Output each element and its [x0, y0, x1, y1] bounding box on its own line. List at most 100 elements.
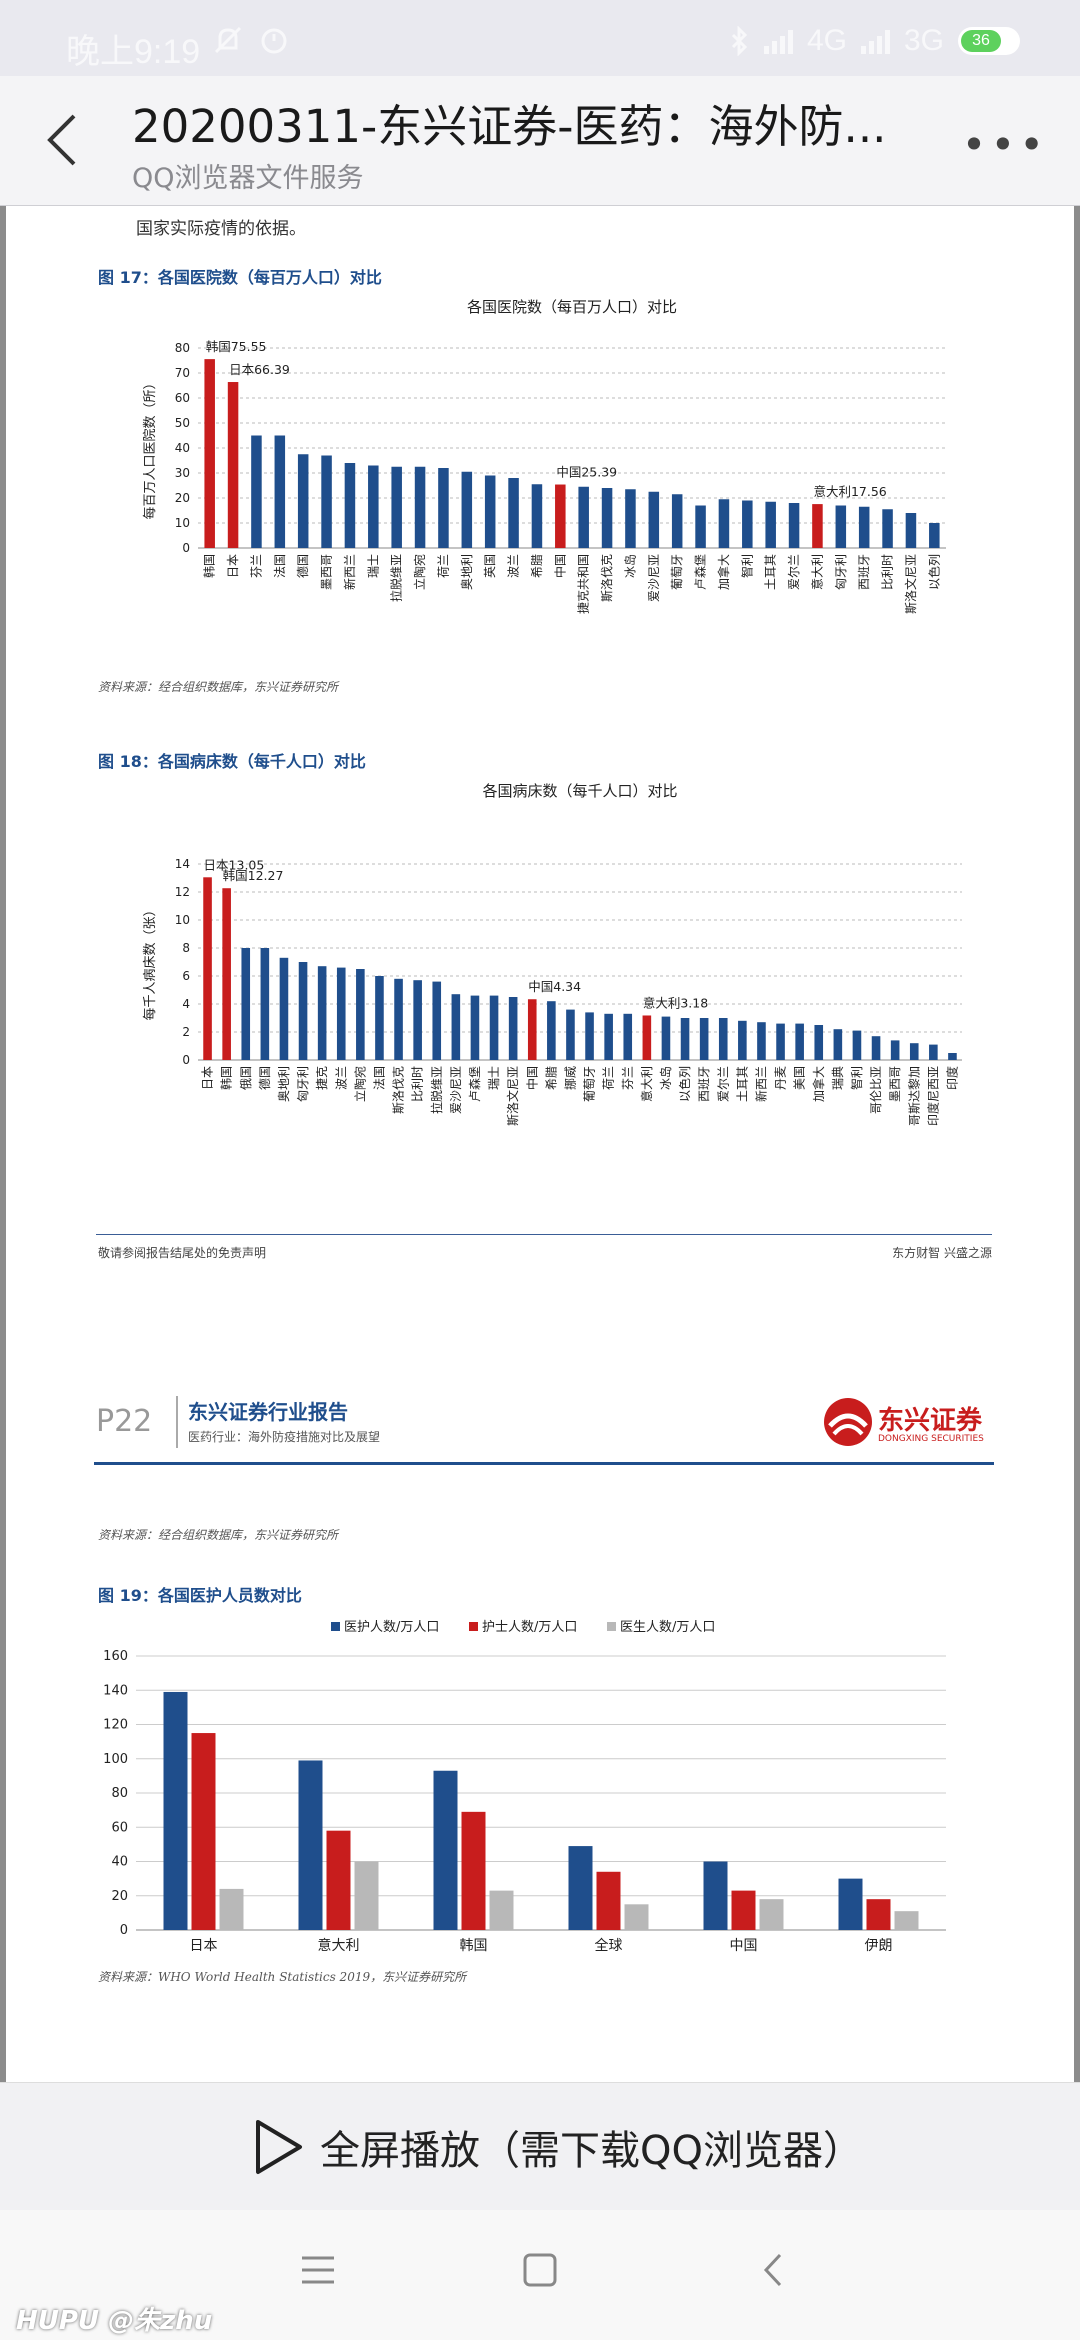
footer-disclaimer: 敬请参阅报告结尾处的免责声明 [98, 1246, 267, 1260]
y-tick-label: 0 [120, 1923, 128, 1938]
bar [566, 1009, 575, 1060]
bar [929, 1044, 938, 1060]
bar [344, 463, 356, 548]
bar [757, 1022, 766, 1060]
x-tick-label: 丹麦 [774, 1066, 788, 1090]
bar [274, 435, 286, 548]
x-tick-label: 冰岛 [622, 554, 637, 578]
y-tick-label: 50 [175, 416, 190, 430]
data-label: 中国25.39 [556, 465, 617, 480]
menu-icon [302, 2256, 334, 2284]
x-tick-label: 加拿大 [716, 554, 731, 590]
y-tick-label: 14 [175, 857, 190, 871]
document-viewer[interactable]: 国家实际疫情的依据。 图 17：各国医院数（每百万人口）对比 各国医院数（每百万… [0, 206, 1080, 2082]
page-number: P22 [96, 1404, 153, 1439]
document-page: P22 东兴证券行业报告 医药行业：海外防疫措施对比及展望 东兴证券 DONGX… [6, 1316, 1074, 2082]
watermark: HUPU @朱zhu [16, 2306, 213, 2336]
bar [623, 1013, 633, 1060]
bar [695, 505, 706, 548]
bar [531, 484, 543, 548]
network-a: 4G [806, 24, 847, 57]
bluetooth-icon [731, 26, 748, 56]
home-button[interactable] [522, 2252, 558, 2292]
back-nav-button[interactable] [756, 2252, 792, 2292]
fullscreen-play-button[interactable]: 全屏播放（需下载QQ浏览器） [250, 2105, 863, 2189]
bar [298, 962, 308, 1060]
x-tick-label: 拉脱维亚 [389, 554, 404, 602]
report-subtitle: 医药行业：海外防疫措施对比及展望 [188, 1430, 381, 1444]
bar [568, 1846, 593, 1930]
y-tick-label: 30 [175, 466, 190, 480]
x-tick-label: 斯洛文尼亚 [505, 1066, 520, 1126]
bar [625, 489, 636, 548]
bar [203, 877, 212, 1060]
y-tick-label: 40 [175, 441, 190, 455]
bar [624, 1904, 649, 1930]
square-icon [523, 2253, 557, 2287]
legend-label: 医生人数/万人口 [620, 1620, 715, 1635]
back-button[interactable] [42, 110, 92, 174]
status-notification-icons [212, 26, 292, 63]
y-tick-label: 140 [103, 1683, 128, 1698]
bar [321, 455, 332, 548]
bar [835, 505, 847, 548]
legend-label: 医护人数/万人口 [344, 1620, 439, 1635]
x-tick-label: 以色列 [678, 1066, 692, 1102]
battery-icon: 36 [958, 27, 1020, 55]
bar [279, 957, 289, 1060]
bar [484, 475, 496, 548]
bar [375, 976, 384, 1060]
document-subtitle: QQ浏览器文件服务 [132, 163, 364, 194]
x-tick-label: 冰岛 [658, 1066, 673, 1090]
y-tick-label: 8 [182, 941, 190, 955]
bar [326, 1830, 351, 1930]
bar [298, 1760, 323, 1930]
bar [909, 1043, 919, 1060]
play-icon [256, 2120, 302, 2174]
bar [852, 1030, 862, 1060]
x-tick-label: 韩国 [460, 1938, 488, 1954]
x-tick-label: 爱尔兰 [786, 554, 801, 590]
legend-swatch [331, 1622, 340, 1631]
y-tick-label: 70 [175, 366, 190, 380]
header-divider [176, 1396, 178, 1448]
bar [354, 1861, 379, 1930]
signal-icon-2 [860, 28, 890, 54]
bar [547, 1001, 556, 1060]
bar [394, 978, 403, 1060]
bar [661, 1016, 671, 1060]
bar [461, 471, 473, 548]
bar [642, 1015, 652, 1060]
x-tick-label: 捷克共和国 [577, 554, 591, 614]
x-tick-label: 以色列 [927, 554, 941, 590]
x-tick-label: 日本 [201, 1066, 215, 1090]
y-tick-label: 20 [111, 1889, 128, 1904]
bar [461, 1811, 486, 1930]
more-menu-button[interactable]: ••• [961, 120, 1048, 169]
x-tick-label: 芬兰 [249, 554, 263, 578]
bar [227, 382, 239, 548]
x-tick-label: 意大利 [639, 1066, 654, 1102]
data-label: 日本13.05 [204, 857, 265, 872]
x-tick-label: 斯洛伐克 [391, 1066, 406, 1114]
legend-swatch [607, 1622, 616, 1631]
bar [336, 967, 346, 1060]
x-tick-label: 法国 [273, 554, 287, 578]
bar [703, 1861, 728, 1930]
bar [585, 1012, 594, 1060]
beds-chart: 各国病床数（每千人口）对比 0 2 4 6 8 10 12 14 每千人病床数（张） 日本 韩国 俄国德… [142, 782, 962, 1126]
legend-swatch [469, 1622, 478, 1631]
chart-title: 各国病床数（每千人口）对比 [482, 782, 677, 800]
y-tick-label: 10 [175, 516, 190, 530]
figure-source: 资料来源：WHO World Health Statistics 2019，东兴… [98, 1970, 467, 1984]
bar [438, 468, 449, 548]
bar [241, 948, 251, 1060]
x-tick-label: 印度尼西亚 [925, 1066, 940, 1126]
bar [833, 1029, 843, 1060]
bar [759, 1899, 784, 1930]
x-tick-label: 卢森堡 [693, 554, 708, 590]
bar [894, 1911, 919, 1930]
menu-button[interactable] [300, 2252, 336, 2292]
y-tick-label: 160 [103, 1649, 128, 1664]
bar [929, 523, 940, 548]
